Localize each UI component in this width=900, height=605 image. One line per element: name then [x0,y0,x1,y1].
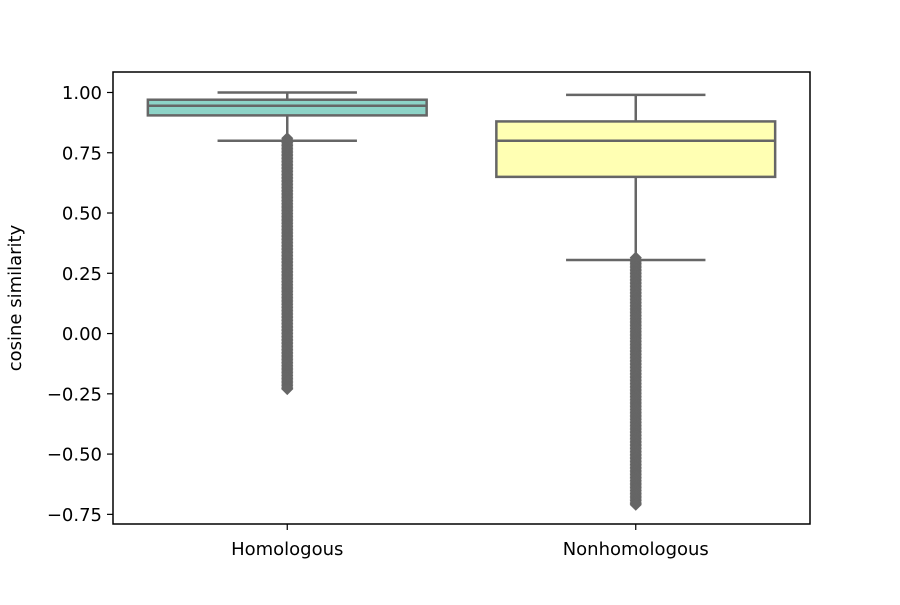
y-tick-label: 0.50 [62,204,102,225]
outlier-point [281,382,294,396]
y-tick-label: 0.00 [62,324,102,345]
y-axis: 1.00 0.75 0.50 0.25 0.00 −0.25 −0.50 −0.75 [47,83,113,526]
x-axis: Homologous Nonhomologous [231,524,709,560]
box-homologous [146,98,428,117]
outliers-nonhomologous [629,251,642,511]
y-tick-label: 0.25 [62,264,102,285]
y-axis-title: cosine similarity [5,224,26,371]
y-tick-label: 1.00 [62,83,102,104]
outlier-point [629,498,642,511]
x-tick-label: Nonhomologous [563,539,709,560]
outliers-homologous [281,132,294,396]
y-tick-label: −0.75 [47,505,102,526]
x-tick-label: Homologous [231,539,343,560]
y-tick-label: −0.50 [47,445,102,466]
axes-frame [112,71,811,525]
box-nonhomologous [495,120,777,179]
y-tick-label: 0.75 [62,143,102,164]
box-group-nonhomologous [495,93,777,511]
box-group-homologous [146,91,428,396]
plot-area [146,91,777,511]
y-tick-label: −0.25 [47,384,102,405]
